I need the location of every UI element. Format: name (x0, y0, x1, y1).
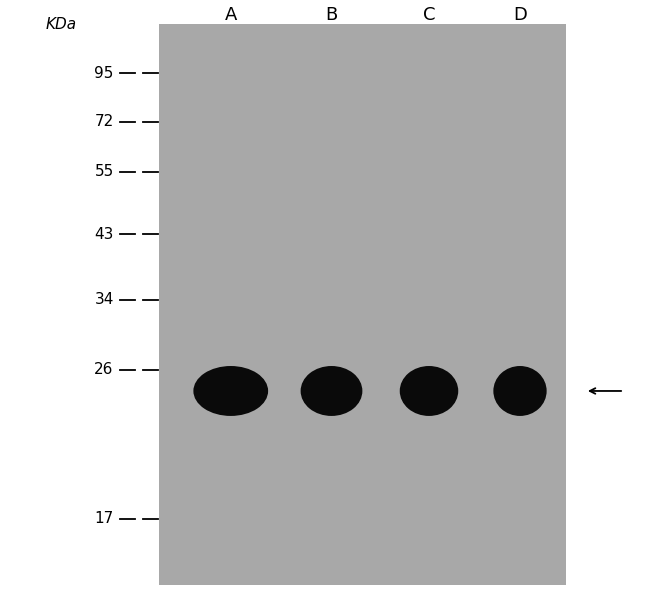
Text: 95: 95 (94, 66, 114, 80)
Ellipse shape (403, 386, 455, 411)
Text: 17: 17 (94, 512, 114, 526)
Text: 43: 43 (94, 227, 114, 242)
Bar (159, 24, 566, 585)
Ellipse shape (194, 366, 268, 416)
Text: A: A (224, 6, 237, 24)
Ellipse shape (197, 386, 265, 411)
Text: 72: 72 (94, 114, 114, 129)
Text: D: D (513, 6, 527, 24)
Text: KDa: KDa (46, 17, 77, 32)
Ellipse shape (496, 386, 544, 411)
Ellipse shape (400, 366, 458, 416)
Ellipse shape (300, 366, 363, 416)
Text: B: B (326, 6, 337, 24)
Ellipse shape (304, 386, 359, 411)
Ellipse shape (493, 366, 547, 416)
Text: 55: 55 (94, 164, 114, 179)
Text: 26: 26 (94, 362, 114, 377)
Text: 34: 34 (94, 292, 114, 307)
Text: C: C (422, 6, 436, 24)
